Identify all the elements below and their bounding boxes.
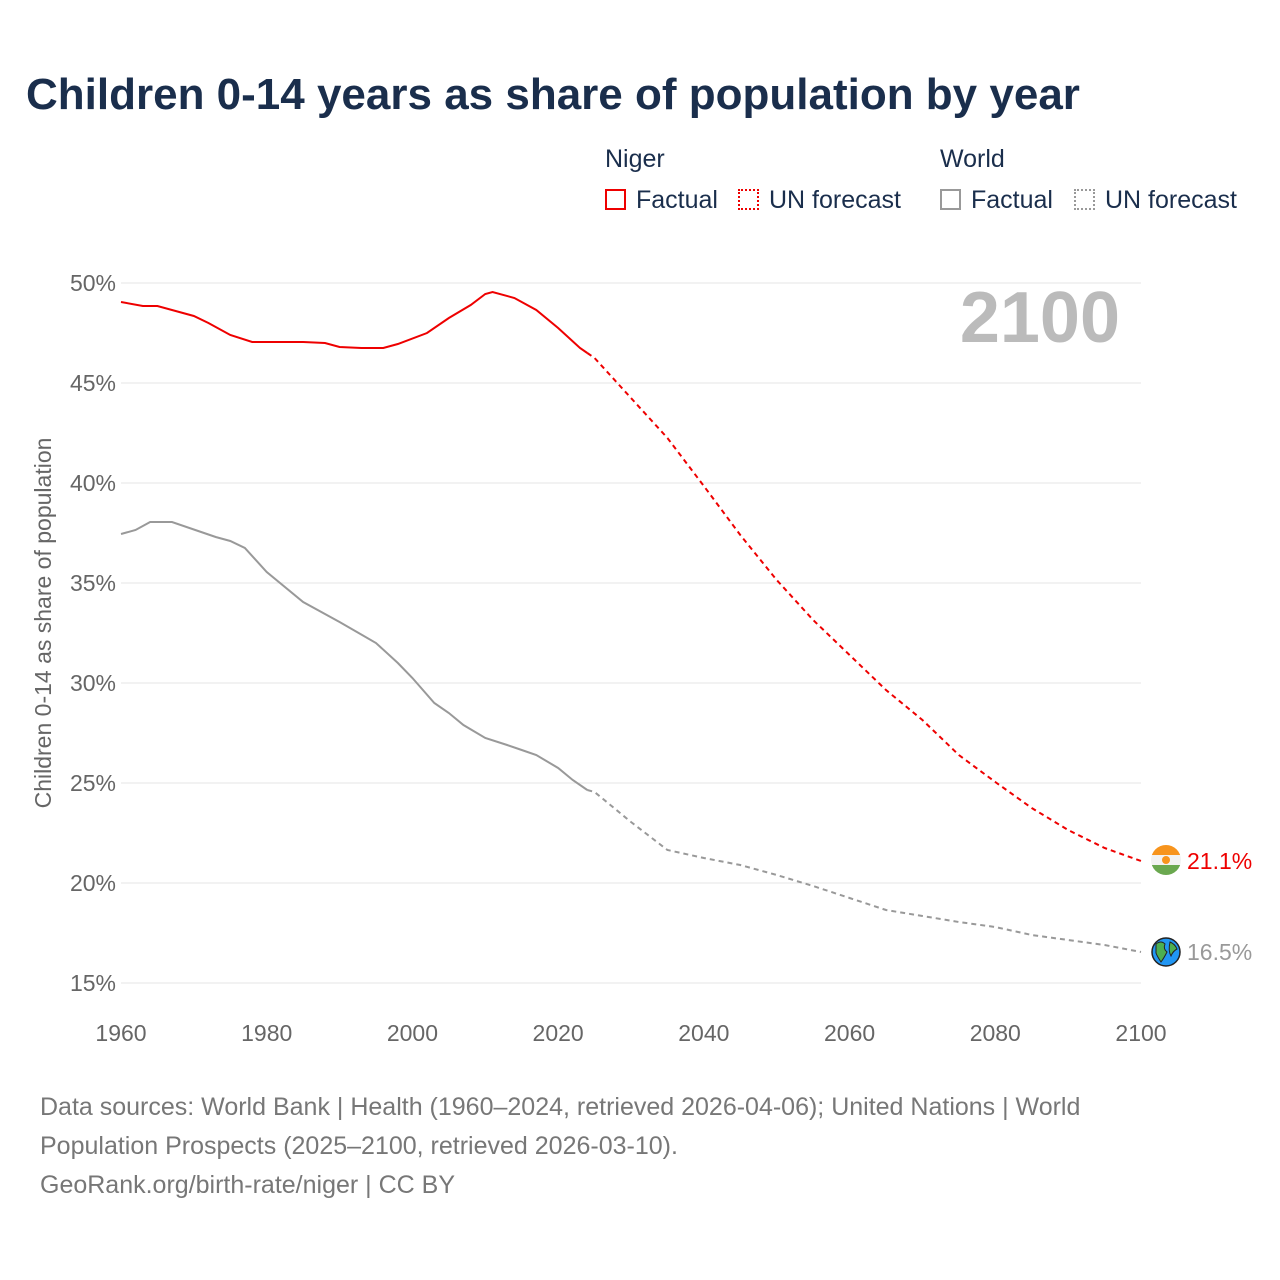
x-tick-label: 2080	[970, 1020, 1021, 1046]
legend-niger-forecast[interactable]: UN forecast	[769, 186, 901, 214]
legend-world-factual[interactable]: Factual	[971, 186, 1053, 214]
y-tick-label: 20%	[70, 870, 116, 896]
legend-world-forecast[interactable]: UN forecast	[1105, 186, 1237, 214]
world-end-label: 16.5%	[1187, 939, 1252, 965]
legend-group-niger: Niger	[605, 145, 665, 173]
legend-group-world: World	[940, 145, 1005, 173]
x-tick-label: 2000	[387, 1020, 438, 1046]
chart-title: Children 0-14 years as share of populati…	[26, 70, 1080, 119]
x-tick-label: 2100	[1115, 1020, 1166, 1046]
year-watermark: 2100	[960, 278, 1120, 358]
world-globe-icon	[1151, 937, 1181, 967]
sources-text: Data sources: World Bank | Health (1960–…	[40, 1093, 1081, 1160]
legend-swatch-niger-forecast	[738, 189, 759, 210]
plot-area: 15% 20% 25% 30% 35% 40% 45% 50% 1960 1980 2000 2020…	[30, 270, 1252, 1046]
niger-factual-line	[120, 290, 588, 354]
y-tick-label: 35%	[70, 570, 116, 596]
y-tick-label: 30%	[70, 670, 116, 696]
x-tick-label: 2040	[678, 1020, 729, 1046]
x-tick-label: 2060	[824, 1020, 875, 1046]
y-tick-label: 25%	[70, 770, 116, 796]
niger-end-label: 21.1%	[1187, 848, 1252, 874]
x-tick-label: 1980	[241, 1020, 292, 1046]
niger-flag-icon	[1151, 845, 1181, 875]
x-tick-label: 1960	[95, 1020, 146, 1046]
y-tick-label: 15%	[70, 970, 116, 996]
legend-niger-factual[interactable]: Factual	[636, 186, 718, 214]
legend-swatch-world-factual	[940, 189, 961, 210]
data-sources: Data sources: World Bank | Health (1960–…	[40, 1088, 1160, 1205]
legend-swatch-world-forecast	[1074, 189, 1095, 210]
y-axis-label: Children 0-14 as share of population	[30, 438, 56, 809]
world-factual-line	[120, 521, 588, 791]
x-tick-label: 2020	[533, 1020, 584, 1046]
world-forecast-line	[587, 789, 1142, 953]
y-tick-label: 40%	[70, 470, 116, 496]
attribution-link[interactable]: GeoRank.org/birth-rate/niger | CC BY	[40, 1171, 456, 1199]
legend-swatch-niger-factual	[605, 189, 626, 210]
niger-forecast-line	[586, 352, 1142, 862]
y-tick-label: 45%	[70, 370, 116, 396]
y-tick-label: 50%	[70, 270, 116, 296]
